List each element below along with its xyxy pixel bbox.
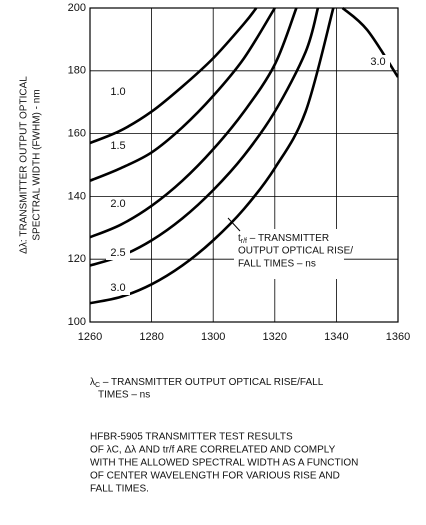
curve — [90, 7, 335, 305]
label-bg — [366, 55, 390, 69]
label-bg — [106, 246, 130, 260]
x-tick-label: 1320 — [263, 331, 287, 343]
annotation-bg — [234, 229, 344, 279]
x-tick-label: 1260 — [78, 331, 102, 343]
caption: OF λC, Δλ AND tr/f ARE CORRELATED AND CO… — [90, 445, 336, 456]
y-tick-label: 140 — [68, 190, 86, 202]
annotation-symbol: t — [238, 233, 241, 244]
label-bg — [106, 281, 130, 295]
annotation-text: – TRANSMITTER — [247, 233, 329, 244]
x-tick-label: 1280 — [139, 331, 163, 343]
annotation-subscript: r/f — [241, 238, 247, 245]
x-axis-text: – TRANSMITTER OUTPUT OPTICAL RISE/FALL — [100, 377, 324, 388]
annotation: tr/f – TRANSMITTER — [238, 233, 329, 245]
caption: OF CENTER WAVELENGTH FOR VARIOUS RISE AN… — [90, 471, 340, 482]
curve — [90, 7, 298, 239]
x-tick-label: 1300 — [201, 331, 225, 343]
x-axis-symbol: λ — [90, 377, 95, 388]
annotation: FALL TIMES – ns — [238, 259, 316, 270]
curve — [90, 7, 258, 145]
x-axis-label: TIMES – ns — [98, 390, 150, 401]
label-bg — [106, 139, 130, 153]
series-label: 2.0 — [110, 198, 125, 210]
y-tick-label: 160 — [68, 128, 86, 140]
x-axis-subscript: C — [95, 382, 100, 389]
x-axis-label: λC – TRANSMITTER OUTPUT OPTICAL RISE/FAL… — [90, 377, 324, 389]
series-label: 3.0 — [110, 282, 125, 294]
caption: WITH THE ALLOWED SPECTRAL WIDTH AS A FUN… — [90, 458, 358, 469]
label-bg — [106, 85, 130, 99]
y-tick-label: 180 — [68, 65, 86, 77]
y-tick-label: 120 — [68, 253, 86, 265]
series-label: 2.5 — [110, 247, 125, 259]
x-tick-label: 1360 — [386, 331, 410, 343]
caption: FALL TIMES. — [90, 484, 149, 495]
series-label: 1.5 — [110, 140, 125, 152]
y-axis-label: Δλ: TRANSMITTER OUTPUT OPTICAL — [19, 76, 30, 254]
label-bg — [106, 197, 130, 211]
annotation-leader — [227, 217, 241, 232]
series-label: 3.0 — [370, 56, 385, 68]
plot-frame — [89, 7, 399, 323]
y-tick-label: 100 — [68, 316, 86, 328]
caption: HFBR-5905 TRANSMITTER TEST RESULTS — [90, 432, 293, 443]
series-label: 1.0 — [110, 86, 125, 98]
curve — [341, 7, 398, 78]
y-axis-label: SPECTRAL WIDTH (FWHM) - nm — [32, 89, 43, 240]
curve — [90, 7, 320, 267]
x-tick-label: 1340 — [324, 331, 348, 343]
annotation: OUTPUT OPTICAL RISE/ — [238, 246, 353, 257]
y-tick-label: 200 — [68, 2, 86, 14]
curve — [90, 7, 276, 182]
